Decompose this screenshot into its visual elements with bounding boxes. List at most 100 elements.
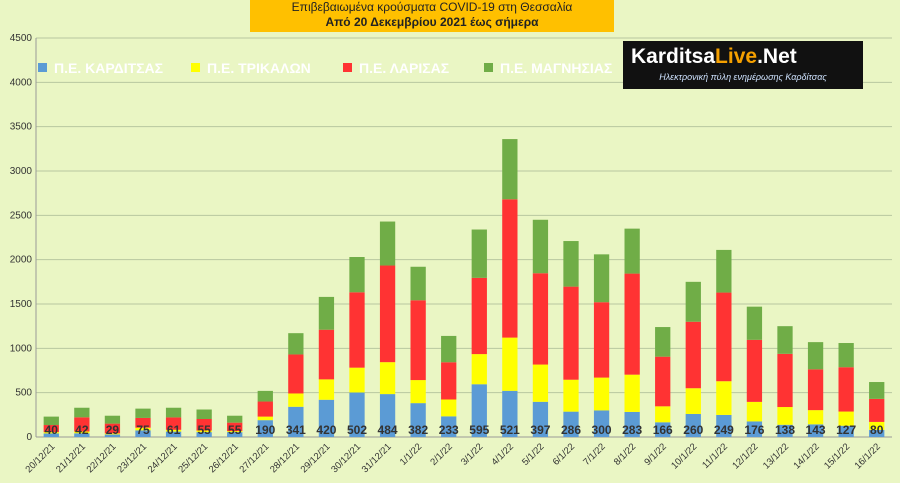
legend-label: Π.Ε. ΚΑΡΔΙΤΣΑΣ — [54, 60, 163, 76]
data-label: 233 — [439, 423, 459, 437]
bar-segment — [716, 381, 732, 415]
x-tick-label: 7/1/22 — [581, 441, 607, 467]
bar-segment — [716, 414, 732, 437]
data-label: 484 — [378, 423, 398, 437]
bar-segment — [104, 423, 121, 434]
bar-segment — [716, 249, 732, 293]
bar-segment — [74, 431, 90, 434]
bar-segment — [807, 424, 824, 437]
bar-segment — [318, 329, 335, 380]
bar-segment — [563, 241, 579, 287]
bar-segment — [441, 335, 457, 363]
bar-segment — [135, 430, 151, 437]
bar-segment — [441, 362, 457, 400]
bar-segment — [74, 417, 90, 432]
bar-segment — [593, 254, 610, 303]
karditsalive-logo: KarditsaLive.Net Ηλεκτρονική πύλη ενημέρ… — [623, 41, 863, 89]
bar-segment — [532, 364, 549, 402]
bar-segment — [410, 266, 426, 301]
x-tick-label: 12/1/22 — [730, 441, 760, 471]
y-axis: 0 500 1000 1500 2000 2500 3000 3500 4000 4500 — [10, 33, 892, 443]
bar-segment — [104, 433, 121, 435]
bar-segment — [807, 410, 824, 425]
bar-segment — [379, 221, 396, 266]
bar-segment — [471, 354, 487, 385]
x-tick-label: 9/1/22 — [642, 441, 668, 467]
bar-segment — [43, 416, 59, 426]
x-tick-label: 30/12/21 — [329, 441, 363, 475]
bar-segment — [869, 421, 885, 430]
bar-segment — [410, 403, 426, 437]
bars — [43, 139, 885, 437]
data-label: 300 — [592, 423, 612, 437]
x-tick-label: 15/1/22 — [822, 441, 852, 471]
bar-segment — [257, 416, 273, 421]
data-label: 382 — [408, 423, 428, 437]
y-tick-label: 4500 — [10, 33, 33, 44]
bar-segment — [104, 415, 121, 424]
bar-segment — [777, 326, 793, 354]
x-tick-label: 22/12/21 — [85, 441, 119, 475]
legend-label: Π.Ε. ΜΑΓΝΗΣΙΑΣ — [500, 60, 612, 76]
data-label: 138 — [775, 423, 795, 437]
bar-segment — [471, 277, 487, 355]
x-tick-label: 27/12/21 — [237, 441, 271, 475]
y-tick-label: 1000 — [10, 343, 33, 354]
data-label: 55 — [228, 423, 242, 437]
bar-segment — [563, 411, 579, 437]
data-label: 521 — [500, 423, 520, 437]
bar-segment — [471, 384, 487, 437]
logo-name: KarditsaLive.Net — [631, 45, 797, 69]
data-label: 143 — [806, 423, 826, 437]
bar-segment — [74, 433, 90, 437]
bar-segment — [807, 342, 824, 370]
bar-segment — [441, 399, 457, 417]
x-tick-label: 1/1/22 — [398, 441, 424, 467]
bar-segment — [563, 286, 579, 380]
bar-segment — [349, 257, 365, 293]
bar-segment — [441, 416, 457, 437]
bar-segment — [257, 390, 273, 402]
bar-segment — [43, 433, 59, 437]
data-label: 75 — [136, 423, 150, 437]
bar-segment — [685, 321, 701, 389]
x-tick-label: 2/1/22 — [428, 441, 454, 467]
bar-segment — [746, 306, 763, 340]
bar-segment — [165, 417, 182, 430]
bar-segment — [502, 390, 518, 437]
x-tick-label: 14/1/22 — [791, 441, 821, 471]
bar-segment — [74, 407, 90, 418]
x-tick-label: 3/1/22 — [459, 441, 485, 467]
bar-segment — [318, 399, 335, 437]
logo-tagline: Ηλεκτρονική πύλη ενημέρωσης Καρδίτσας — [659, 72, 827, 82]
x-tick-label: 5/1/22 — [520, 441, 546, 467]
bar-segment — [379, 362, 396, 395]
bar-segment — [746, 401, 763, 422]
bar-segment — [655, 356, 671, 407]
legend-swatch — [191, 63, 200, 72]
bar-segment — [624, 374, 640, 412]
bar-segment — [502, 199, 518, 338]
x-tick-label: 11/1/22 — [700, 441, 730, 471]
x-tick-label: 21/12/21 — [54, 441, 88, 475]
bar-segment — [838, 425, 854, 437]
chart-title-box: Επιβεβαιωμένα κρούσματα COVID-19 στη Θεσ… — [250, 0, 614, 32]
legend-swatch — [484, 63, 493, 72]
bar-segment — [777, 353, 793, 408]
bar-segment — [318, 296, 335, 330]
y-tick-label: 0 — [26, 432, 32, 443]
x-tick-label: 31/12/21 — [360, 441, 394, 475]
bar-segment — [532, 273, 549, 365]
y-tick-label: 2500 — [10, 210, 33, 221]
x-tick-label: 29/12/21 — [299, 441, 333, 475]
bar-segment — [685, 413, 701, 437]
x-tick-label: 13/1/22 — [761, 441, 791, 471]
data-label: 42 — [75, 423, 89, 437]
bar-segment — [227, 431, 243, 433]
bar-segment — [135, 427, 151, 431]
bar-segment — [318, 379, 335, 400]
x-tick-label: 23/12/21 — [115, 441, 149, 475]
bar-segment — [869, 382, 885, 399]
data-label: 420 — [316, 423, 336, 437]
bar-segment — [593, 410, 610, 437]
